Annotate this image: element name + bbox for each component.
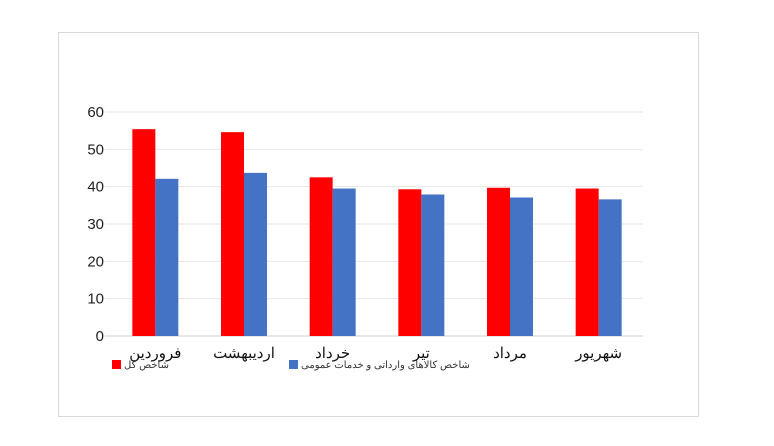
bar-imports-2 (332, 188, 356, 336)
bar-imports-1 (244, 172, 267, 336)
x-tick-label: مرداد (493, 345, 527, 362)
bar-imports-3 (421, 194, 445, 336)
x-tick-label: شهریور (574, 345, 622, 362)
x-tick-label: خرداد (315, 345, 350, 362)
bar-total-1 (221, 132, 244, 336)
bar-total-2 (309, 177, 333, 336)
y-tick-label: 10 (87, 291, 104, 308)
bar-total-5 (575, 188, 599, 336)
legend-swatch-total (112, 360, 121, 369)
y-tick-label: 20 (87, 253, 104, 270)
bar-imports-4 (510, 197, 533, 336)
y-tick-label: 0 (96, 328, 104, 345)
y-tick-label: 40 (87, 179, 104, 196)
legend-label-imports: شاخص کالاهای وارداتی و خدمات عمومی (301, 360, 470, 371)
x-tick-label: فروردین (129, 345, 181, 362)
legend-label-total: شاخص کل (124, 360, 169, 371)
x-tick-label: تیر (412, 345, 430, 362)
y-tick-label: 50 (87, 141, 104, 158)
bar-total-0 (132, 129, 156, 336)
legend-swatch-imports (289, 360, 298, 369)
y-tick-label: 60 (87, 104, 104, 121)
y-tick-label: 30 (87, 216, 104, 233)
x-tick-label: اردیبهشت (213, 345, 275, 362)
bar-imports-5 (598, 199, 622, 336)
bar-imports-0 (155, 178, 179, 336)
bar-total-4 (487, 187, 510, 336)
bar-total-3 (398, 189, 422, 336)
